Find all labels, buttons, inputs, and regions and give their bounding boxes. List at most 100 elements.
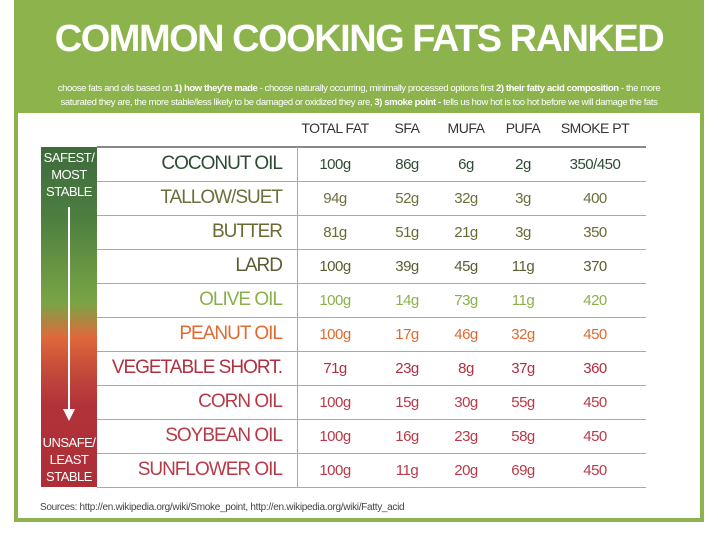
table-row: SUNFLOWER OIL 100g 11g 20g 69g 450: [0, 453, 718, 487]
table-cell: 46g: [454, 326, 478, 343]
table-row: VEGETABLE SHORT. 71g 23g 8g 37g 360: [0, 351, 718, 385]
table-cell: 86g: [395, 156, 419, 173]
table-cell: 73g: [454, 292, 478, 309]
subtitle-text: saturated they are, the more stable/less…: [60, 97, 375, 108]
unsafe-label: UNSAFE/LEAST STABLE: [41, 434, 97, 485]
subtitle-line-2: saturated they are, the more stable/less…: [14, 96, 704, 110]
table-cell: 81g: [323, 224, 347, 241]
table-cell: 23g: [395, 360, 419, 377]
table-cell: 450: [583, 326, 607, 343]
table-cell: 14g: [395, 292, 419, 309]
table-cell: 16g: [395, 428, 419, 445]
arrow-head-icon: [63, 409, 75, 421]
sources-note: Sources: http://en.wikipedia.org/wiki/Sm…: [40, 502, 405, 513]
subtitle-text: tells us how hot is too hot before we wi…: [440, 97, 658, 108]
fat-name: SUNFLOWER OIL: [137, 459, 283, 480]
scale-label-line: STABLE: [46, 469, 92, 484]
table-cell: 350: [583, 224, 607, 241]
fat-name: COCONUT OIL: [161, 153, 283, 174]
table-row: LARD 100g 39g 45g 11g 370: [0, 249, 718, 283]
table-cell: 58g: [511, 428, 535, 445]
table-cell: 11g: [511, 292, 535, 309]
fat-name: SOYBEAN OIL: [165, 425, 283, 446]
table-row: SOYBEAN OIL 100g 16g 23g 58g 450: [0, 419, 718, 453]
subtitle-text: choose fats and oils based on: [57, 83, 175, 94]
table-cell: 71g: [323, 360, 347, 377]
column-header: TOTAL FAT: [301, 120, 369, 136]
column-header: MUFA: [447, 120, 485, 136]
row-divider: [97, 419, 646, 420]
table-cell: 20g: [454, 462, 478, 479]
subtitle-text: - the more: [618, 83, 661, 94]
fat-name: VEGETABLE SHORT.: [111, 357, 283, 378]
fat-name: LARD: [235, 255, 283, 276]
table-cell: 450: [583, 462, 607, 479]
table-cell: 55g: [511, 394, 535, 411]
row-divider: [97, 215, 646, 216]
table-cell: 420: [583, 292, 607, 309]
table-cell: 100g: [319, 326, 351, 343]
arrow-down-icon: [68, 207, 70, 412]
row-divider: [97, 317, 646, 318]
table-cell: 17g: [395, 326, 419, 343]
column-header: PUFA: [505, 120, 541, 136]
subtitle-bold: 2) their fatty acid composition: [495, 83, 619, 94]
row-divider: [97, 487, 646, 488]
column-header: SMOKE PT: [560, 120, 630, 136]
table-cell: 400: [583, 190, 607, 207]
scale-label-line: LEAST: [49, 452, 89, 467]
safest-label: SAFEST/MOST STABLE: [41, 149, 97, 200]
table-cell: 45g: [454, 258, 478, 275]
table-cell: 39g: [395, 258, 419, 275]
row-divider: [97, 385, 646, 386]
table-cell: 2g: [515, 156, 531, 173]
table-cell: 32g: [454, 190, 478, 207]
scale-label-line: SAFEST/: [43, 150, 95, 165]
table-cell: 3g: [515, 190, 531, 207]
row-divider: [97, 249, 646, 250]
table-cell: 100g: [319, 258, 351, 275]
stability-gradient-bar: SAFEST/MOST STABLE UNSAFE/LEAST STABLE: [41, 147, 97, 487]
table-row: BUTTER 81g 51g 21g 3g 350: [0, 215, 718, 249]
table-cell: 370: [583, 258, 607, 275]
table-cell: 100g: [319, 394, 351, 411]
table-cell: 11g: [511, 258, 535, 275]
scale-label-line: MOST: [51, 167, 87, 182]
header-divider: [97, 146, 646, 148]
table-cell: 94g: [323, 190, 347, 207]
fat-name: PEANUT OIL: [179, 323, 283, 344]
table-row: PEANUT OIL 100g 17g 46g 32g 450: [0, 317, 718, 351]
table-row: CORN OIL 100g 15g 30g 55g 450: [0, 385, 718, 419]
row-divider: [97, 351, 646, 352]
table-cell: 360: [583, 360, 607, 377]
table-cell: 100g: [319, 156, 351, 173]
table-cell: 100g: [319, 462, 351, 479]
table-cell: 30g: [454, 394, 478, 411]
fat-name: OLIVE OIL: [199, 289, 283, 310]
table-cell: 37g: [511, 360, 535, 377]
row-divider: [97, 181, 646, 182]
scale-label-line: UNSAFE/: [42, 435, 96, 450]
table-cell: 23g: [454, 428, 478, 445]
table-cell: 450: [583, 428, 607, 445]
table-cell: 450: [583, 394, 607, 411]
table-cell: 350/450: [569, 156, 621, 173]
table-cell: 21g: [454, 224, 478, 241]
table-cell: 32g: [511, 326, 535, 343]
table-cell: 3g: [515, 224, 531, 241]
table-row: COCONUT OIL 100g 86g 6g 2g 350/450: [0, 147, 718, 181]
table-row: OLIVE OIL 100g 14g 73g 11g 420: [0, 283, 718, 317]
row-divider: [97, 283, 646, 284]
scale-label-line: STABLE: [46, 184, 92, 199]
table-cell: 8g: [458, 360, 474, 377]
subtitle-line-1: choose fats and oils based on 1) how the…: [14, 82, 704, 96]
fat-name: BUTTER: [212, 221, 283, 242]
table-cell: 100g: [319, 428, 351, 445]
table-cell: 11g: [395, 462, 419, 479]
table-cell: 15g: [395, 394, 419, 411]
fat-name: TALLOW/SUET: [160, 187, 283, 208]
table-cell: 69g: [511, 462, 535, 479]
row-divider: [97, 453, 646, 454]
table-cell: 52g: [395, 190, 419, 207]
fat-name: CORN OIL: [198, 391, 283, 412]
